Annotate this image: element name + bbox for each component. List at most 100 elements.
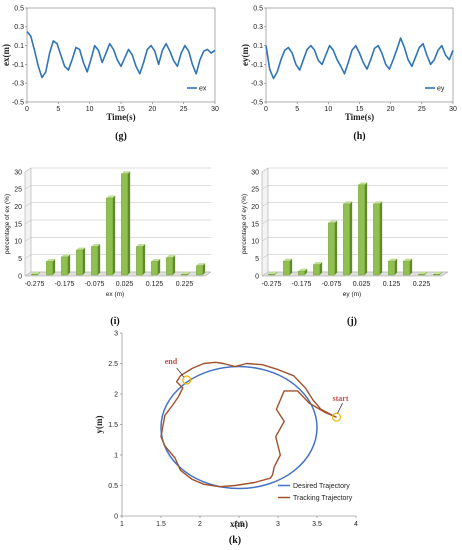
x-tick-label: 2.5 bbox=[234, 521, 244, 528]
start-arrow bbox=[337, 403, 343, 414]
y-axis-label: y(m) bbox=[94, 416, 104, 434]
y-tick-label: 0.3 bbox=[253, 24, 263, 31]
time-series-ex: 0.5 0.3 0.1 -0.1 -0.3 -0.50 5 10 15 20 25 30 Time(s)… bbox=[1, 5, 219, 142]
x-tick-label: 15 bbox=[356, 106, 364, 113]
bar-top bbox=[388, 258, 398, 262]
bar-top bbox=[46, 258, 56, 262]
bar-top bbox=[166, 255, 176, 258]
y-tick-label: 5 bbox=[18, 256, 22, 263]
bar-side bbox=[97, 244, 101, 275]
x-tick-label: 25 bbox=[418, 106, 426, 113]
series-line-ey bbox=[265, 37, 454, 80]
bar-top bbox=[31, 271, 41, 275]
x-tick-label: 0.225 bbox=[176, 281, 194, 288]
y-axis-label: percentage of ey (%) bbox=[241, 194, 248, 254]
bar bbox=[433, 274, 440, 276]
bar-top bbox=[91, 244, 101, 247]
bar-side bbox=[409, 258, 413, 275]
bar bbox=[418, 274, 425, 276]
histogram-ey: 0 5 10 15 20 25 30 -0.275 -0.175 -0.075 0.025 0.125… bbox=[241, 167, 449, 327]
bar bbox=[298, 270, 305, 276]
x-axis-label: ey (m) bbox=[343, 291, 361, 298]
x-tick-label: 3.5 bbox=[312, 521, 322, 528]
bar-side bbox=[67, 254, 71, 275]
bar-top bbox=[76, 247, 86, 250]
x-tick-label: 1 bbox=[120, 521, 124, 528]
y-tick-label: -0.3 bbox=[251, 81, 263, 88]
bar-side bbox=[364, 182, 368, 275]
y-tick-label: 10 bbox=[251, 239, 259, 246]
bar-top bbox=[196, 263, 206, 266]
y-tick-label: 5 bbox=[255, 256, 259, 263]
y-tick-label: 30 bbox=[251, 169, 259, 176]
bar-top bbox=[313, 262, 323, 265]
x-tick-label: 20 bbox=[387, 106, 395, 113]
bar-side bbox=[202, 263, 206, 275]
x-tick-label: 30 bbox=[211, 106, 219, 113]
bar-top bbox=[403, 258, 413, 262]
start-annotation: start bbox=[333, 394, 349, 403]
bar bbox=[313, 264, 320, 276]
bar-side bbox=[112, 195, 116, 275]
y-tick-label: 0.1 bbox=[253, 43, 263, 50]
gridline-depth bbox=[261, 271, 269, 277]
bar bbox=[358, 184, 365, 276]
y-tick-label: -0.5 bbox=[12, 99, 24, 106]
end-arrow bbox=[176, 367, 185, 378]
y-tick-label: 0.5 bbox=[253, 5, 263, 12]
bar-top bbox=[181, 271, 191, 275]
bar-side bbox=[334, 220, 338, 275]
bar bbox=[283, 260, 290, 276]
bar-side bbox=[172, 255, 176, 275]
gridline-depth bbox=[261, 254, 269, 259]
bar bbox=[268, 274, 275, 276]
x-tick-label: 0.125 bbox=[146, 281, 164, 288]
bar bbox=[136, 246, 143, 276]
bar-top bbox=[136, 244, 146, 247]
y-axis-label: percentage of ex (%) bbox=[4, 194, 11, 254]
x-tick-label: 0.025 bbox=[116, 281, 134, 288]
y-tick-label: 20 bbox=[251, 204, 259, 211]
bar-side bbox=[142, 244, 146, 275]
x-tick-label: -0.075 bbox=[85, 281, 105, 288]
y-tick-label: 2 bbox=[114, 391, 118, 398]
x-tick-label: 10 bbox=[86, 106, 94, 113]
y-axis-label: ex(m) bbox=[1, 44, 11, 66]
start-marker bbox=[331, 412, 342, 422]
x-tick-label: 2 bbox=[198, 521, 202, 528]
x-tick-label: 25 bbox=[180, 106, 188, 113]
y-tick-label: -0.1 bbox=[12, 62, 24, 69]
x-tick-label: 0.125 bbox=[383, 281, 401, 288]
panel-label: (j) bbox=[347, 316, 357, 327]
bar-top bbox=[328, 220, 338, 223]
panel-label: (k) bbox=[229, 535, 241, 546]
bar-side bbox=[187, 271, 191, 275]
bar bbox=[403, 260, 410, 276]
x-tick-label: -0.175 bbox=[55, 281, 75, 288]
bar-side bbox=[52, 258, 56, 275]
x-tick-label: -0.275 bbox=[25, 281, 45, 288]
bar bbox=[343, 203, 350, 276]
bar-side bbox=[37, 271, 41, 275]
bar bbox=[181, 274, 188, 276]
bar bbox=[328, 222, 335, 276]
y-tick-label: -0.3 bbox=[12, 81, 24, 88]
y-tick-label: 1.5 bbox=[108, 422, 118, 429]
end-annotation: end bbox=[165, 357, 178, 366]
legend-label-desired: Desired Trajectory bbox=[293, 483, 350, 490]
gridline-depth bbox=[24, 237, 32, 242]
x-tick-label: 3 bbox=[276, 521, 280, 528]
gridline-depth bbox=[261, 185, 269, 190]
bar-side bbox=[127, 171, 131, 275]
bar-side bbox=[304, 268, 308, 275]
gridline-depth bbox=[261, 167, 269, 173]
bar-side bbox=[379, 201, 383, 275]
bar bbox=[373, 203, 380, 276]
panel-label: (g) bbox=[115, 131, 127, 142]
time-series-ey: 0.5 0.3 0.1 -0.1 -0.3 -0.50 5 10 15 20 25 30 Time(s)… bbox=[240, 5, 457, 142]
panel-label: (h) bbox=[353, 131, 365, 142]
gridline-depth bbox=[261, 202, 269, 207]
bar-side bbox=[82, 247, 86, 275]
bar-side bbox=[289, 258, 293, 275]
